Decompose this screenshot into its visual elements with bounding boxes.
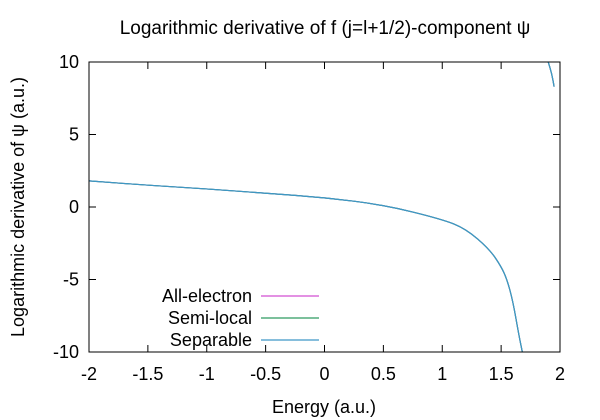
x-tick-label: -1 xyxy=(199,364,215,384)
x-axis: -2 -1.5 -1 -0.5 0 0.5 1 1.5 2 xyxy=(81,62,565,384)
x-tick-label: -0.5 xyxy=(250,364,281,384)
legend-label-separable: Separable xyxy=(170,330,252,350)
legend-label-semi-local: Semi-local xyxy=(168,308,252,328)
y-tick-label: 10 xyxy=(59,52,79,72)
y-tick-label: -5 xyxy=(63,270,79,290)
x-tick-label: 0 xyxy=(319,364,329,384)
y-tick-label: 0 xyxy=(69,197,79,217)
x-tick-label: 0.5 xyxy=(371,364,396,384)
plot-frame xyxy=(88,61,561,353)
series-line-separable xyxy=(89,180,523,352)
series-line-all-electron xyxy=(89,180,523,352)
x-axis-label: Energy (a.u.) xyxy=(272,397,376,417)
x-tick-label: -2 xyxy=(81,364,97,384)
legend-label-all-electron: All-electron xyxy=(162,286,252,306)
series-line-separable-branch xyxy=(547,62,555,88)
x-tick-label: 1.5 xyxy=(489,364,514,384)
chart-title: Logarithmic derivative of f (j=l+1/2)-co… xyxy=(120,18,531,39)
x-tick-label: 1 xyxy=(437,364,447,384)
x-tick-label: 2 xyxy=(555,364,565,384)
series-layer xyxy=(89,62,555,352)
y-tick-label: -10 xyxy=(53,342,79,362)
x-tick-label: -1.5 xyxy=(132,364,163,384)
y-tick-label: 5 xyxy=(69,125,79,145)
y-axis: -10 -5 0 5 10 xyxy=(53,52,560,362)
y-axis-label: Logarithmic derivative of ψ (a.u.) xyxy=(8,77,28,337)
series-line-semi-local xyxy=(89,180,523,352)
